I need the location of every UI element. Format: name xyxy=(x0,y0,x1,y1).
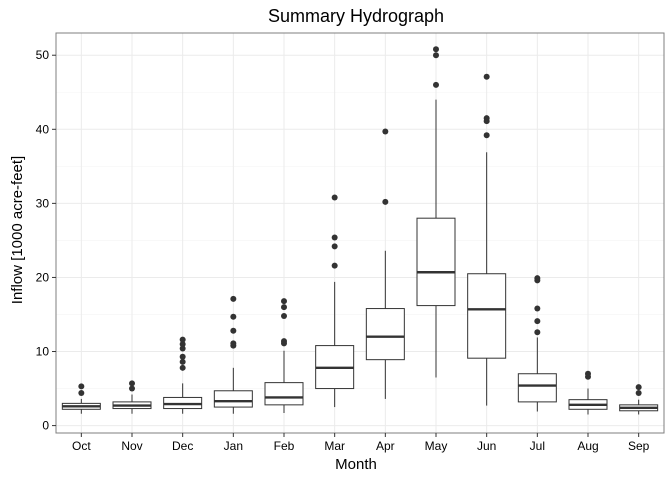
x-tick-label: Dec xyxy=(172,439,193,453)
box-iqr xyxy=(365,308,405,361)
outlier-point xyxy=(179,364,186,371)
outlier-point xyxy=(534,329,541,336)
outlier-point xyxy=(230,313,237,320)
x-axis-title: Month xyxy=(335,456,377,473)
box-iqr xyxy=(467,273,507,359)
y-tick-label: 10 xyxy=(36,345,50,359)
x-tick-label: Oct xyxy=(72,439,91,453)
outlier-point xyxy=(179,345,186,352)
outlier-point xyxy=(382,198,389,205)
outlier-point xyxy=(179,336,186,343)
x-tick-label: Sep xyxy=(628,439,650,453)
outlier-point xyxy=(331,243,338,250)
plot-layer: 0 10 20 30 40 50 Oct Nov Dec Jan Feb Mar Apr May Jun Ju… xyxy=(36,32,665,453)
x-tick-label: Apr xyxy=(376,439,395,453)
outlier-point xyxy=(230,295,237,302)
panel-border xyxy=(55,32,665,434)
outlier-point xyxy=(433,52,439,59)
outlier-point xyxy=(230,327,237,334)
outlier-point xyxy=(534,305,541,312)
outlier-point xyxy=(179,353,186,360)
outlier-point xyxy=(382,128,389,135)
outlier-point xyxy=(129,385,135,392)
outlier-point xyxy=(281,312,287,319)
box-iqr xyxy=(517,373,557,403)
x-tick-label: Mar xyxy=(324,439,345,453)
outlier-point xyxy=(534,275,541,282)
outlier-point xyxy=(483,132,490,139)
chart-title: Summary Hydrograph xyxy=(268,6,444,26)
box-iqr xyxy=(213,390,253,408)
outlier-point xyxy=(483,73,490,80)
x-tick-label: Jan xyxy=(224,439,243,453)
x-tick-label: Jul xyxy=(530,439,545,453)
outlier-point xyxy=(129,380,135,387)
outlier-point xyxy=(179,358,186,365)
y-axis-title: Inflow [1000 acre-feet] xyxy=(9,156,26,304)
y-tick-label: 50 xyxy=(36,48,50,62)
x-tick-label: May xyxy=(425,439,448,453)
outlier-point xyxy=(331,194,338,201)
y-tick-label: 30 xyxy=(36,196,50,210)
outlier-point xyxy=(230,340,237,347)
outlier-point xyxy=(78,390,85,396)
outlier-point xyxy=(179,341,186,348)
x-tick-label: Feb xyxy=(274,439,295,453)
outlier-point xyxy=(433,46,439,53)
outlier-point xyxy=(635,384,642,391)
x-tick-label: Nov xyxy=(121,439,142,453)
outlier-point xyxy=(433,81,439,88)
y-tick-label: 0 xyxy=(42,419,49,433)
plot-panel xyxy=(56,33,664,433)
outlier-point xyxy=(281,298,287,305)
y-tick-label: 40 xyxy=(36,122,50,136)
box-iqr xyxy=(264,382,304,406)
outlier-point xyxy=(281,338,287,345)
box-iqr xyxy=(416,217,456,307)
outlier-point xyxy=(534,318,541,325)
outlier-point xyxy=(331,234,338,241)
y-tick-label: 20 xyxy=(36,270,50,284)
outlier-point xyxy=(331,262,338,269)
x-tick-label: Aug xyxy=(577,439,598,453)
x-tick-label: Jun xyxy=(477,439,496,453)
outlier-point xyxy=(585,370,591,377)
outlier-point xyxy=(635,390,642,396)
outlier-point xyxy=(281,304,287,311)
outlier-point xyxy=(483,115,490,122)
outlier-point xyxy=(78,383,85,390)
